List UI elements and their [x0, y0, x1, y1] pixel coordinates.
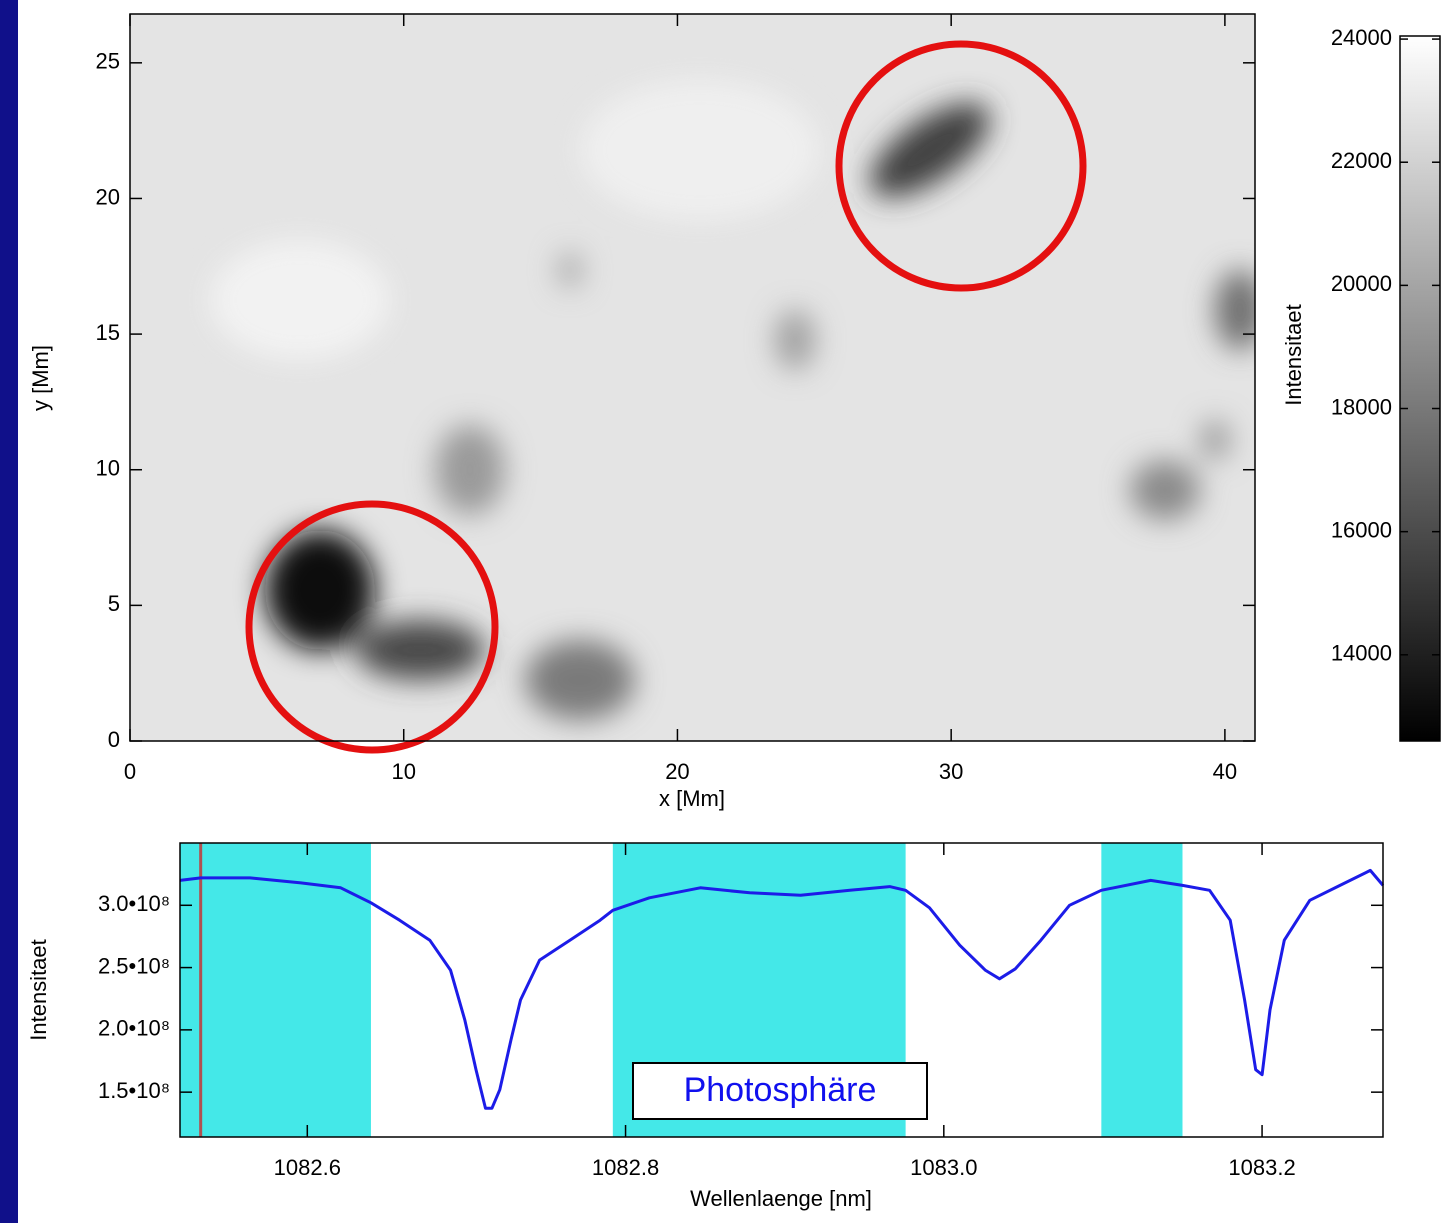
colorbar-tick-label: 24000 — [1331, 25, 1392, 50]
y-tick-label: 0 — [108, 727, 120, 752]
highlight-circle — [835, 40, 1087, 292]
x-tick-label: 1082.6 — [274, 1155, 341, 1180]
x-tick-label: 30 — [939, 759, 963, 784]
x-tick-label: 10 — [391, 759, 415, 784]
shaded-region — [1101, 843, 1183, 1137]
shaded-region — [180, 843, 371, 1137]
x-tick-label: 0 — [124, 759, 136, 784]
x-tick-label: 1083.2 — [1228, 1155, 1295, 1180]
y-tick-label: 5 — [108, 591, 120, 616]
colorbar-tick-label: 22000 — [1331, 148, 1392, 173]
y-tick-label: 20 — [96, 184, 120, 209]
y-tick-label: 2.5•10⁸ — [98, 953, 170, 978]
x-tick-label: 20 — [665, 759, 689, 784]
y-tick-label: 3.0•10⁸ — [98, 891, 170, 916]
heatmap-image — [130, 14, 1255, 741]
plot-frame — [129, 13, 1256, 742]
y-axis-label: y [Mm] — [28, 345, 53, 411]
annotation: Photosphäre — [684, 1071, 877, 1109]
spectrum-line — [179, 868, 1385, 1110]
annotation-box — [632, 1062, 928, 1120]
y-axis-label: Intensitaet — [26, 939, 51, 1041]
y-tick-label: 15 — [96, 320, 120, 345]
colorbar-tick-label: 14000 — [1331, 641, 1392, 666]
y-tick-label: 1.5•10⁸ — [98, 1078, 170, 1103]
colorbar-label: Intensitaet — [1281, 304, 1306, 406]
x-tick-label: 40 — [1213, 759, 1237, 784]
plot-frame — [179, 842, 1384, 1138]
x-tick-label: 1082.8 — [592, 1155, 659, 1180]
x-axis-label: x [Mm] — [659, 786, 725, 811]
colorbar-tick-label: 16000 — [1331, 517, 1392, 542]
highlight-circle — [245, 500, 499, 754]
x-tick-label: 1083.0 — [910, 1155, 977, 1180]
colorbar — [1399, 35, 1441, 742]
y-tick-label: 10 — [96, 456, 120, 481]
colorbar-tick-label: 18000 — [1331, 394, 1392, 419]
side-bar — [0, 0, 18, 1223]
y-tick-label: 25 — [96, 49, 120, 74]
y-tick-label: 2.0•10⁸ — [98, 1016, 170, 1041]
colorbar-tick-label: 20000 — [1331, 271, 1392, 296]
x-axis-label: Wellenlaenge [nm] — [690, 1186, 872, 1211]
